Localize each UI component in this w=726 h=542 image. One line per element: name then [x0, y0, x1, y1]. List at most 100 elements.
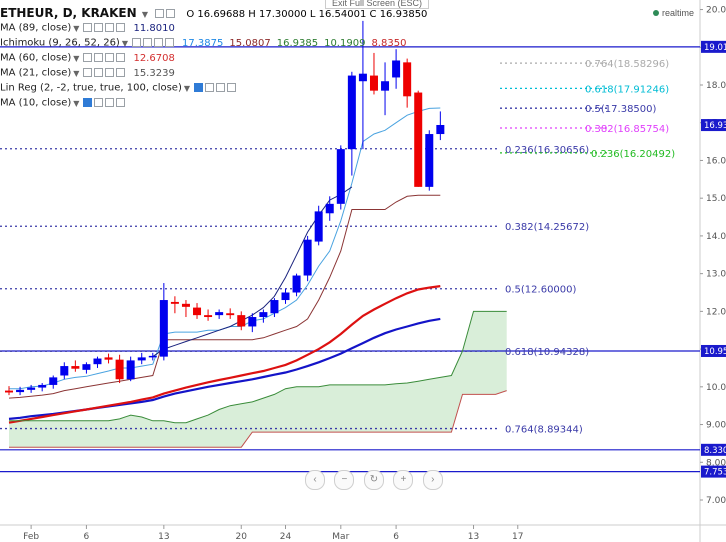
candle-body — [248, 317, 257, 327]
indicator-row[interactable]: MA (89, close) ▼ 11.8010 — [0, 22, 175, 36]
candle — [159, 283, 168, 361]
candle-body — [137, 357, 146, 361]
indicator-controls — [132, 37, 176, 48]
candle — [358, 20, 367, 150]
indicator-value: 15.0807 — [229, 37, 271, 49]
eye-icon[interactable] — [83, 22, 93, 32]
indicator-row[interactable]: MA (21, close) ▼ 15.3239 — [0, 67, 175, 81]
candle-body — [16, 389, 25, 393]
candle — [425, 130, 434, 191]
chevron-down-icon[interactable]: ▼ — [141, 10, 148, 19]
indicator-value: 11.8010 — [133, 22, 175, 34]
more-icon[interactable] — [116, 52, 126, 62]
settings-icon[interactable] — [94, 97, 104, 107]
candle — [27, 384, 36, 393]
remove-icon[interactable] — [105, 52, 115, 62]
settings-icon[interactable] — [205, 82, 215, 92]
fib-level-label: 0.382(16.85754) — [585, 124, 669, 135]
eye-icon[interactable] — [155, 9, 165, 18]
chevron-down-icon[interactable]: ▼ — [183, 83, 191, 93]
indicator-row[interactable]: MA (60, close) ▼ 12.6708 — [0, 52, 175, 66]
x-tick-label: 20 — [236, 532, 248, 542]
chevron-down-icon[interactable]: ▼ — [73, 53, 80, 63]
y-tick-label: 20.000 — [706, 6, 726, 16]
eye-icon[interactable] — [194, 82, 204, 92]
eye-icon[interactable] — [132, 37, 141, 47]
candle-body — [215, 312, 224, 316]
settings-icon[interactable] — [94, 52, 104, 62]
eye-icon[interactable] — [83, 67, 93, 77]
candle — [347, 71, 356, 176]
candle-body — [148, 355, 157, 358]
candle — [126, 356, 135, 382]
fib-level-label: 0.618(17.91246) — [585, 84, 669, 95]
y-tick-label: 14.000 — [706, 232, 726, 242]
scroll-right-icon[interactable]: › — [422, 470, 443, 490]
candle — [170, 296, 179, 314]
remove-icon[interactable] — [216, 82, 226, 92]
indicator-value: 15.3239 — [133, 67, 175, 79]
candle — [369, 52, 378, 95]
ichimoku-cloud — [9, 311, 507, 448]
candles — [5, 20, 445, 396]
candle — [336, 145, 345, 210]
y-tick-label: 13.000 — [706, 270, 726, 280]
x-tick-label: 13 — [158, 532, 169, 542]
settings-icon[interactable] — [166, 9, 176, 18]
settings-icon[interactable] — [143, 37, 152, 47]
candle — [137, 352, 146, 365]
candle-body — [292, 275, 301, 293]
more-icon[interactable] — [116, 67, 126, 77]
fibonacci-levels: 0.764(18.58296) 0.618(17.91246) 0.5(17.385… — [0, 59, 675, 436]
indicator-row[interactable]: MA (10, close) ▼ — [0, 97, 127, 111]
indicator-controls — [83, 52, 127, 63]
remove-icon[interactable] — [105, 97, 115, 107]
symbol-controls — [155, 9, 177, 20]
remove-icon[interactable] — [154, 37, 163, 47]
zoom-out-icon[interactable]: − — [334, 470, 355, 490]
y-tick-label: 15.000 — [706, 194, 726, 204]
more-icon[interactable] — [165, 37, 174, 47]
indicator-value: 8.8350 — [371, 37, 407, 49]
chevron-down-icon[interactable]: ▼ — [73, 68, 80, 78]
scroll-left-icon[interactable]: ‹ — [305, 470, 325, 490]
candle — [215, 309, 224, 319]
zoom-in-icon[interactable]: + — [393, 470, 414, 490]
candle-body — [347, 75, 356, 150]
more-icon[interactable] — [116, 22, 126, 32]
eye-icon[interactable] — [83, 52, 93, 62]
remove-icon[interactable] — [105, 22, 115, 32]
price-tag-bg — [701, 443, 726, 456]
price-tag-label: 16.938 — [704, 121, 726, 131]
more-icon[interactable] — [227, 82, 237, 92]
chart-navigation: ‹ − ↻ + › — [305, 469, 448, 490]
indicator-row[interactable]: Ichimoku (9, 26, 52, 26) ▼ 17.3875 15.0807 1… — [0, 37, 406, 51]
realtime-indicator: realtime — [652, 8, 694, 18]
settings-icon[interactable] — [94, 67, 104, 77]
ohlc-values: O 16.69688 H 17.30000 L 16.54001 C 16.93… — [186, 9, 428, 20]
status-dot-icon — [652, 10, 659, 16]
candle-body — [49, 377, 58, 385]
chevron-down-icon[interactable]: ▼ — [121, 38, 128, 48]
eye-icon[interactable] — [83, 97, 93, 107]
candle-body — [104, 357, 113, 360]
candle-body — [27, 387, 36, 390]
more-icon[interactable] — [116, 97, 126, 107]
symbol-title[interactable]: ETHEUR, D, KRAKEN — [0, 6, 137, 20]
y-tick-label: 12.000 — [706, 307, 726, 317]
fib-level-label: 0.5(12.60000) — [505, 285, 577, 296]
indicator-row[interactable]: Lin Reg (2, -2, true, true, 100, close) ▼ — [0, 82, 238, 96]
fib-level-label: 0.5(17.38500) — [585, 104, 657, 115]
exit-fullscreen-button[interactable]: Exit Full Screen (ESC) — [325, 0, 430, 9]
indicator-value: 10.1909 — [324, 37, 366, 49]
reset-icon[interactable]: ↻ — [363, 470, 384, 490]
y-tick-label: 18.000 — [706, 81, 726, 91]
chevron-down-icon[interactable]: ▼ — [73, 23, 80, 33]
indicator-controls — [83, 67, 127, 78]
chevron-down-icon[interactable]: ▼ — [73, 98, 80, 108]
remove-icon[interactable] — [105, 67, 115, 77]
settings-icon[interactable] — [94, 22, 104, 32]
candle-body — [381, 81, 390, 91]
candle-body — [281, 292, 290, 301]
